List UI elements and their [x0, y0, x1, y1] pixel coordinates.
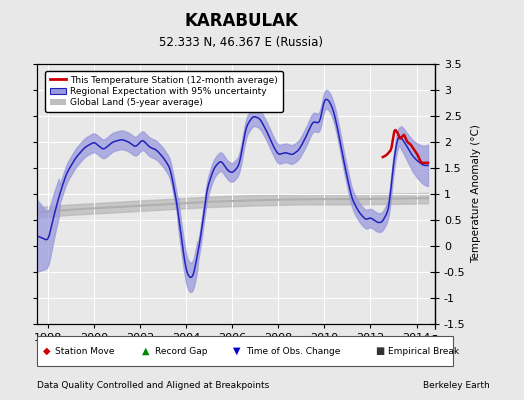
Text: Berkeley Earth: Berkeley Earth — [423, 381, 490, 390]
Text: ■: ■ — [375, 346, 384, 356]
Text: Time of Obs. Change: Time of Obs. Change — [246, 346, 341, 356]
Y-axis label: Temperature Anomaly (°C): Temperature Anomaly (°C) — [471, 124, 481, 264]
Text: ◆: ◆ — [43, 346, 50, 356]
Text: Data Quality Controlled and Aligned at Breakpoints: Data Quality Controlled and Aligned at B… — [37, 381, 269, 390]
Text: 52.333 N, 46.367 E (Russia): 52.333 N, 46.367 E (Russia) — [159, 36, 323, 49]
Text: Empirical Break: Empirical Break — [388, 346, 459, 356]
Text: Station Move: Station Move — [55, 346, 115, 356]
Text: Record Gap: Record Gap — [155, 346, 207, 356]
Text: ▲: ▲ — [141, 346, 149, 356]
Text: ▼: ▼ — [233, 346, 241, 356]
Legend: This Temperature Station (12-month average), Regional Expectation with 95% uncer: This Temperature Station (12-month avera… — [45, 71, 283, 112]
Text: KARABULAK: KARABULAK — [184, 12, 298, 30]
